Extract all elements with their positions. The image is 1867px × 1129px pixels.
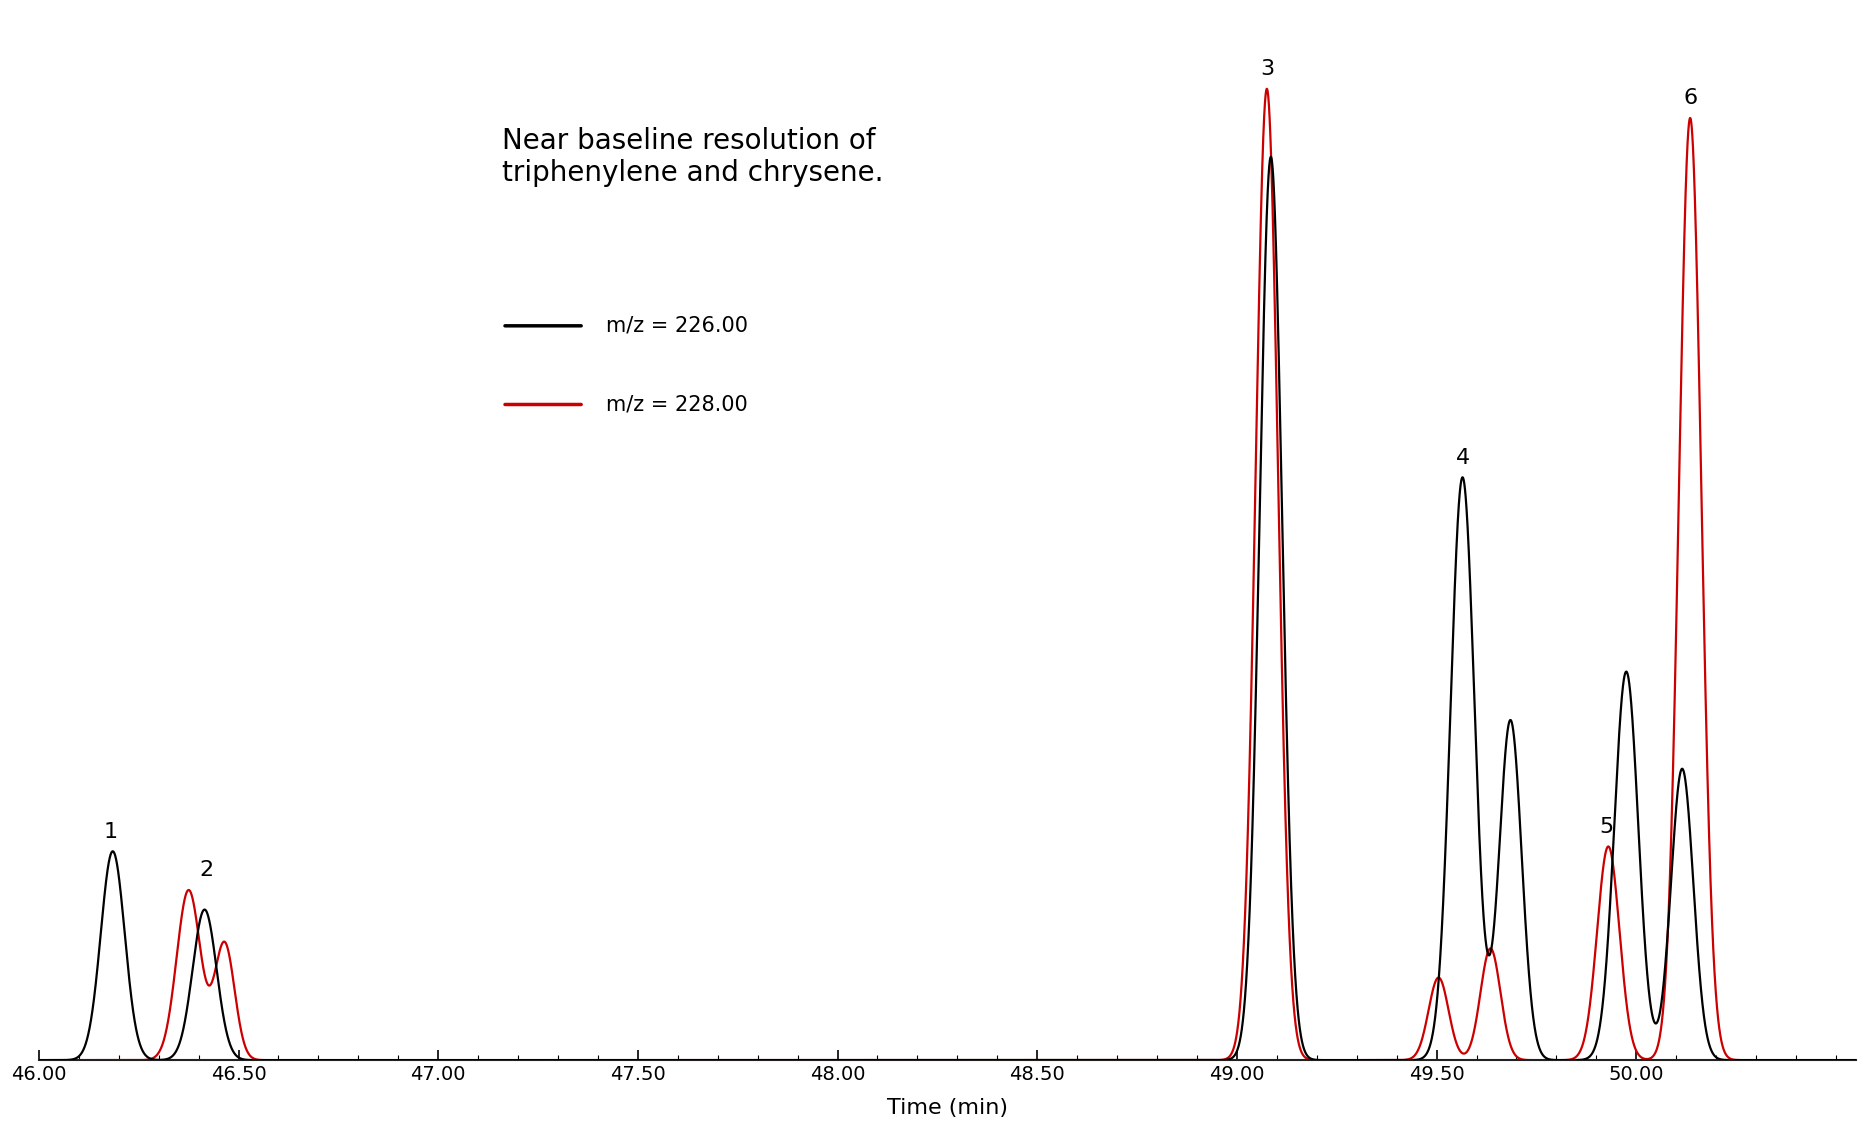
Text: m/z = 228.00: m/z = 228.00 bbox=[605, 394, 747, 414]
Text: 1: 1 bbox=[105, 822, 118, 841]
Text: 5: 5 bbox=[1600, 816, 1613, 837]
Text: 6: 6 bbox=[1682, 88, 1697, 108]
Text: Near baseline resolution of
triphenylene and chrysene.: Near baseline resolution of triphenylene… bbox=[502, 126, 883, 187]
Text: 4: 4 bbox=[1456, 447, 1469, 467]
X-axis label: Time (min): Time (min) bbox=[887, 1097, 1008, 1118]
Text: m/z = 226.00: m/z = 226.00 bbox=[605, 316, 749, 335]
Text: 2: 2 bbox=[200, 860, 213, 881]
Text: 3: 3 bbox=[1260, 59, 1273, 79]
